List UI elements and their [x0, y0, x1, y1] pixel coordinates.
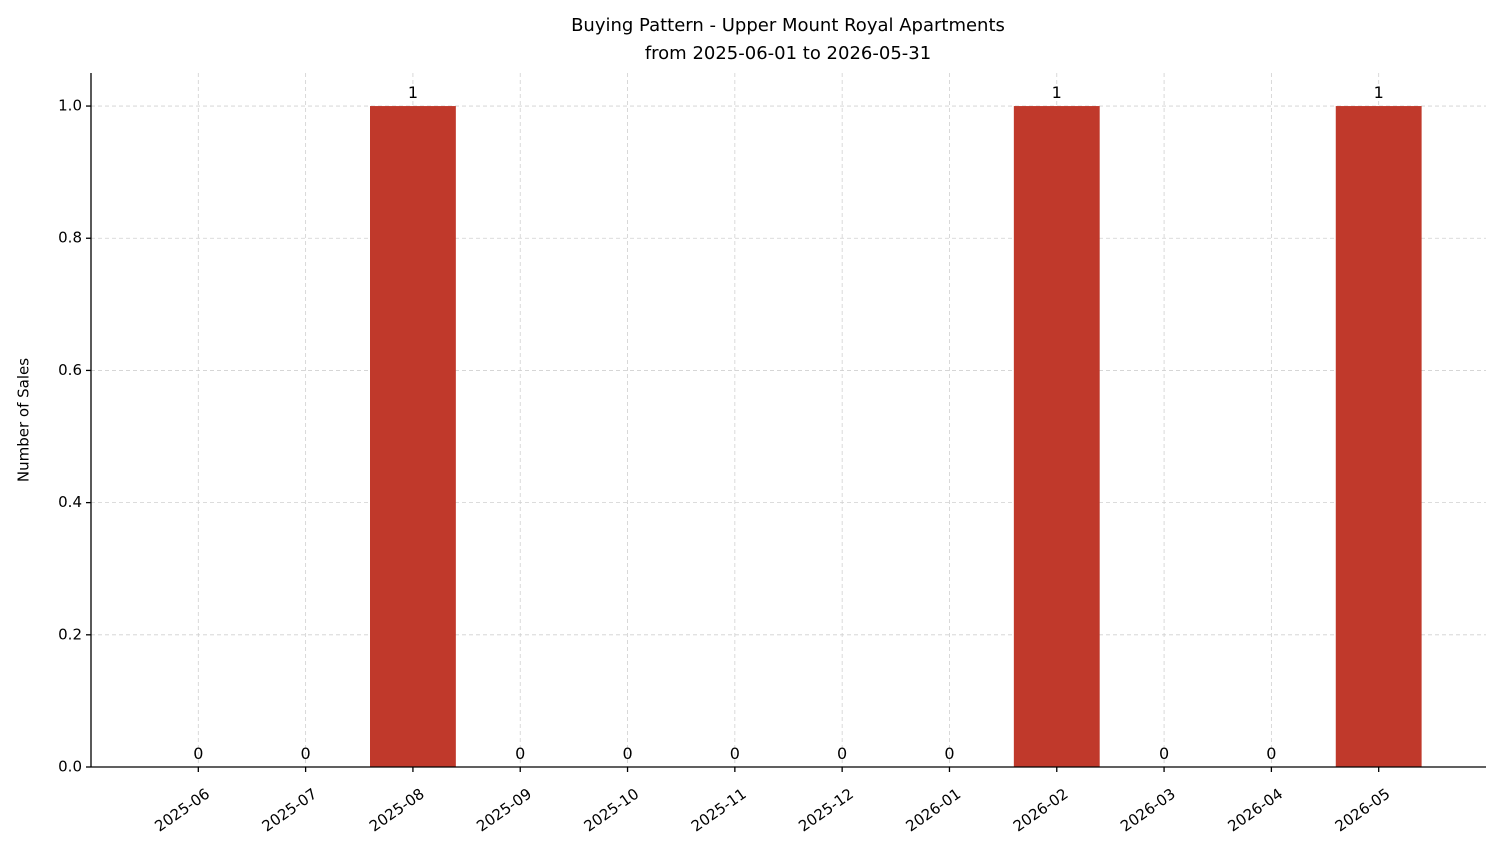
value-label: 1 [408, 83, 418, 102]
x-tick-label: 2025-12 [795, 785, 857, 836]
y-tick-label: 0.8 [58, 229, 82, 247]
value-label: 1 [1374, 83, 1384, 102]
x-tick-label: 2025-08 [366, 785, 428, 836]
chart-title: Buying Pattern - Upper Mount Royal Apart… [571, 15, 1005, 36]
value-label: 0 [1266, 744, 1276, 763]
value-label: 0 [515, 744, 525, 763]
x-tick-label: 2026-01 [903, 785, 965, 836]
value-label: 0 [193, 744, 203, 763]
value-label: 0 [301, 744, 311, 763]
value-label: 0 [837, 744, 847, 763]
x-tick-label: 2026-03 [1117, 785, 1179, 836]
y-tick-label: 0.4 [58, 493, 82, 511]
x-tick-label: 2025-09 [473, 785, 535, 836]
value-label: 0 [622, 744, 632, 763]
x-tick-label: 2026-05 [1332, 785, 1394, 836]
value-label: 1 [1052, 83, 1062, 102]
x-tick-label: 2025-07 [259, 785, 321, 836]
y-tick-label: 0.6 [58, 361, 82, 379]
bar [1013, 106, 1100, 768]
y-tick-label: 0.2 [58, 625, 82, 643]
x-tick-label: 2026-04 [1224, 785, 1286, 836]
chart-subtitle: from 2025-06-01 to 2026-05-31 [645, 43, 931, 64]
bar [1335, 106, 1422, 768]
y-axis-label: Number of Sales [15, 358, 33, 482]
value-label: 0 [1159, 744, 1169, 763]
value-label: 0 [944, 744, 954, 763]
y-tick-label: 0.0 [58, 758, 82, 776]
x-tick-label: 2025-11 [688, 785, 750, 836]
x-tick-label: 2026-02 [1010, 785, 1072, 836]
value-label: 0 [730, 744, 740, 763]
x-tick-label: 2025-06 [151, 785, 213, 836]
y-tick-label: 1.0 [58, 97, 82, 115]
bar [370, 106, 456, 768]
x-tick-label: 2025-10 [581, 785, 643, 836]
